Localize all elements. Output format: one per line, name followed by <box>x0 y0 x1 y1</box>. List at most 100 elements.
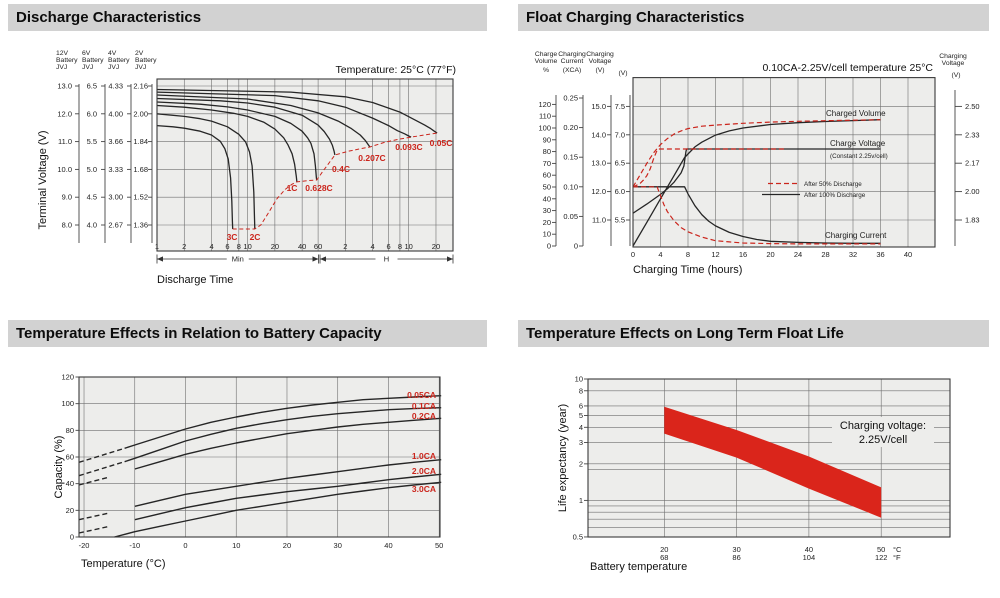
svg-text:14.0: 14.0 <box>591 130 606 139</box>
svg-text:7.0: 7.0 <box>615 130 625 139</box>
svg-text:Battery temperature: Battery temperature <box>590 561 687 573</box>
svg-text:°C: °C <box>893 545 902 554</box>
svg-text:4: 4 <box>579 423 583 432</box>
svg-text:0.10: 0.10 <box>563 182 578 191</box>
svg-text:120: 120 <box>61 373 74 382</box>
svg-text:Capacity (%): Capacity (%) <box>53 436 65 499</box>
svg-text:0.05: 0.05 <box>563 212 578 221</box>
svg-text:4: 4 <box>371 242 375 251</box>
svg-text:0: 0 <box>547 242 551 251</box>
svg-text:5.5: 5.5 <box>87 137 97 146</box>
svg-text:13.0: 13.0 <box>57 82 72 91</box>
svg-text:20: 20 <box>66 506 74 515</box>
svg-text:20: 20 <box>283 541 291 550</box>
svg-text:Battery: Battery <box>82 57 104 64</box>
capacity-series-1.0CA-dashed <box>78 512 110 521</box>
discharge-series-0.207C <box>156 94 371 148</box>
svg-text:12.0: 12.0 <box>57 109 72 118</box>
svg-text:0.207C: 0.207C <box>358 153 385 163</box>
svg-text:4.0: 4.0 <box>87 221 97 230</box>
svg-text:50: 50 <box>435 541 443 550</box>
svg-text:Temperature: 25°C (77°F): Temperature: 25°C (77°F) <box>336 64 456 76</box>
svg-text:3.0CA: 3.0CA <box>412 484 436 494</box>
discharge-series-1C <box>156 104 298 182</box>
svg-text:8: 8 <box>686 250 690 259</box>
svg-text:2: 2 <box>182 242 186 251</box>
svg-text:24: 24 <box>794 250 802 259</box>
capacity-x-axis: -20 -10 0 10 20 30 40 50 <box>79 541 444 550</box>
svg-text:0: 0 <box>631 250 635 259</box>
svg-text:80: 80 <box>543 147 551 156</box>
svg-text:1.52: 1.52 <box>133 193 148 202</box>
svg-text:Charging Time (hours): Charging Time (hours) <box>633 264 742 276</box>
svg-text:Charging Current: Charging Current <box>825 231 887 240</box>
svg-text:20: 20 <box>543 218 551 227</box>
svg-text:10.0: 10.0 <box>57 165 72 174</box>
svg-text:2: 2 <box>343 242 347 251</box>
svg-text:6.0: 6.0 <box>87 109 97 118</box>
svg-text:60: 60 <box>543 171 551 180</box>
svg-text:122: 122 <box>875 553 888 562</box>
svg-text:4.33: 4.33 <box>108 82 123 91</box>
svg-text:12.0: 12.0 <box>591 187 606 196</box>
discharge-series-0.628C <box>156 101 318 181</box>
svg-text:12V: 12V <box>56 50 69 57</box>
svg-text:11.0: 11.0 <box>58 137 72 146</box>
svg-text:JVJ: JVJ <box>135 64 146 71</box>
svg-text:%: % <box>543 67 549 74</box>
svg-text:Volume: Volume <box>535 58 558 65</box>
charging-current-after-100 <box>633 186 881 244</box>
svg-text:2: 2 <box>579 459 583 468</box>
svg-text:8.0: 8.0 <box>62 221 72 230</box>
svg-text:1C: 1C <box>287 183 298 193</box>
svg-text:3.33: 3.33 <box>108 165 123 174</box>
float-charging-legend: After 50% Discharge After 100% Discharge <box>762 181 866 199</box>
svg-text:5.0: 5.0 <box>87 165 97 174</box>
svg-text:6.5: 6.5 <box>87 82 97 91</box>
float-life-y-axis: 10 8 65 4 3 2 1 0.5 <box>573 375 588 541</box>
svg-text:0.1CA: 0.1CA <box>412 401 436 411</box>
svg-text:10: 10 <box>543 230 551 239</box>
discharge-series-0.093C <box>156 91 412 138</box>
svg-text:70: 70 <box>543 159 551 168</box>
capacity-series-0.05CA <box>124 395 442 449</box>
svg-text:0: 0 <box>574 242 578 251</box>
svg-text:104: 104 <box>803 553 816 562</box>
svg-text:1.36: 1.36 <box>133 221 148 230</box>
svg-text:28: 28 <box>821 250 829 259</box>
svg-text:1.0CA: 1.0CA <box>412 451 436 461</box>
capacity-series-0.1CA-dashed <box>78 461 125 477</box>
svg-text:0.5: 0.5 <box>573 532 583 541</box>
svg-text:2.16: 2.16 <box>133 82 148 91</box>
svg-text:3.66: 3.66 <box>108 137 123 146</box>
svg-text:Charge: Charge <box>535 51 558 58</box>
svg-text:Charge Voltage: Charge Voltage <box>830 139 886 148</box>
charging-current-after-50 <box>633 186 881 245</box>
svg-text:20: 20 <box>432 242 440 251</box>
discharge-time-range-arrows: Min H <box>156 254 454 264</box>
svg-text:12: 12 <box>711 250 719 259</box>
svg-text:(XCA): (XCA) <box>563 67 582 74</box>
svg-text:Charged Volume: Charged Volume <box>826 109 886 118</box>
svg-text:Battery: Battery <box>108 57 130 64</box>
svg-text:4.5: 4.5 <box>87 193 97 202</box>
svg-text:0.05CA: 0.05CA <box>407 390 436 400</box>
svg-text:30: 30 <box>543 206 551 215</box>
svg-text:50: 50 <box>877 545 885 554</box>
svg-text:5.5: 5.5 <box>615 216 625 225</box>
svg-text:8: 8 <box>398 242 402 251</box>
svg-text:68: 68 <box>660 553 668 562</box>
svg-text:60: 60 <box>314 242 322 251</box>
svg-text:1.68: 1.68 <box>133 165 148 174</box>
svg-text:7.5: 7.5 <box>615 102 625 111</box>
svg-text:90: 90 <box>543 135 551 144</box>
capacity-series-0.1CA <box>124 407 442 463</box>
svg-text:0.10CA-2.25V/cell temperature: 0.10CA-2.25V/cell temperature 25°C <box>762 62 933 74</box>
